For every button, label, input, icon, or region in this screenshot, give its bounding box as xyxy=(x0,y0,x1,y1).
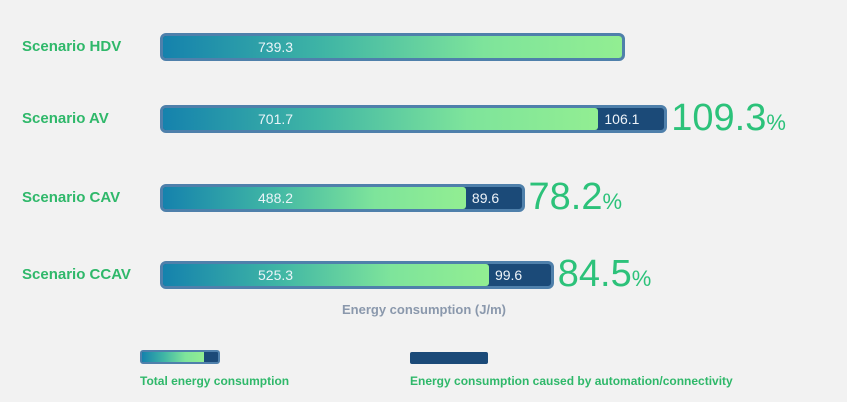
total-value-label: 488.2 xyxy=(258,190,294,206)
bar-total-energy xyxy=(163,264,489,286)
percentage-label: 78.2% xyxy=(529,178,623,216)
automation-value-label: 89.6 xyxy=(471,190,500,206)
legend-swatch-total-energy xyxy=(140,350,220,364)
total-value-label: 739.3 xyxy=(258,39,294,55)
percentage-sign: % xyxy=(766,110,786,135)
scenario-label: Scenario CCAV xyxy=(22,266,131,283)
percentage-sign: % xyxy=(602,189,623,214)
bar-total-energy xyxy=(163,187,466,209)
legend-label-automation-energy: Energy consumption caused by automation/… xyxy=(410,374,733,388)
automation-value-label: 99.6 xyxy=(494,267,523,283)
total-value-label: 525.3 xyxy=(258,267,294,283)
total-value-label: 701.7 xyxy=(258,111,294,127)
scenario-label: Scenario AV xyxy=(22,110,109,127)
bar-outer: 739.3 xyxy=(160,33,625,61)
percentage-number: 84.5 xyxy=(557,253,632,295)
bar-outer: 701.7 106.1 xyxy=(160,105,668,133)
percentage-number: 78.2 xyxy=(528,176,603,218)
percentage-number: 109.3 xyxy=(671,97,767,139)
legend-swatch-automation-energy xyxy=(410,352,488,364)
x-axis-label: Energy consumption (J/m) xyxy=(342,302,506,317)
legend-label-total-energy: Total energy consumption xyxy=(140,374,290,388)
bar-outer: 525.3 99.6 xyxy=(160,261,554,289)
percentage-label: 84.5% xyxy=(558,255,652,293)
scenario-label: Scenario CAV xyxy=(22,189,121,206)
percentage-label: 109.3% xyxy=(671,99,786,137)
percentage-sign: % xyxy=(631,266,652,291)
automation-value-label: 106.1 xyxy=(604,111,640,127)
bar-total-energy xyxy=(163,108,599,130)
scenario-label: Scenario HDV xyxy=(22,38,122,55)
bar-total-energy xyxy=(163,36,622,58)
bar-outer: 488.2 89.6 xyxy=(160,184,525,212)
